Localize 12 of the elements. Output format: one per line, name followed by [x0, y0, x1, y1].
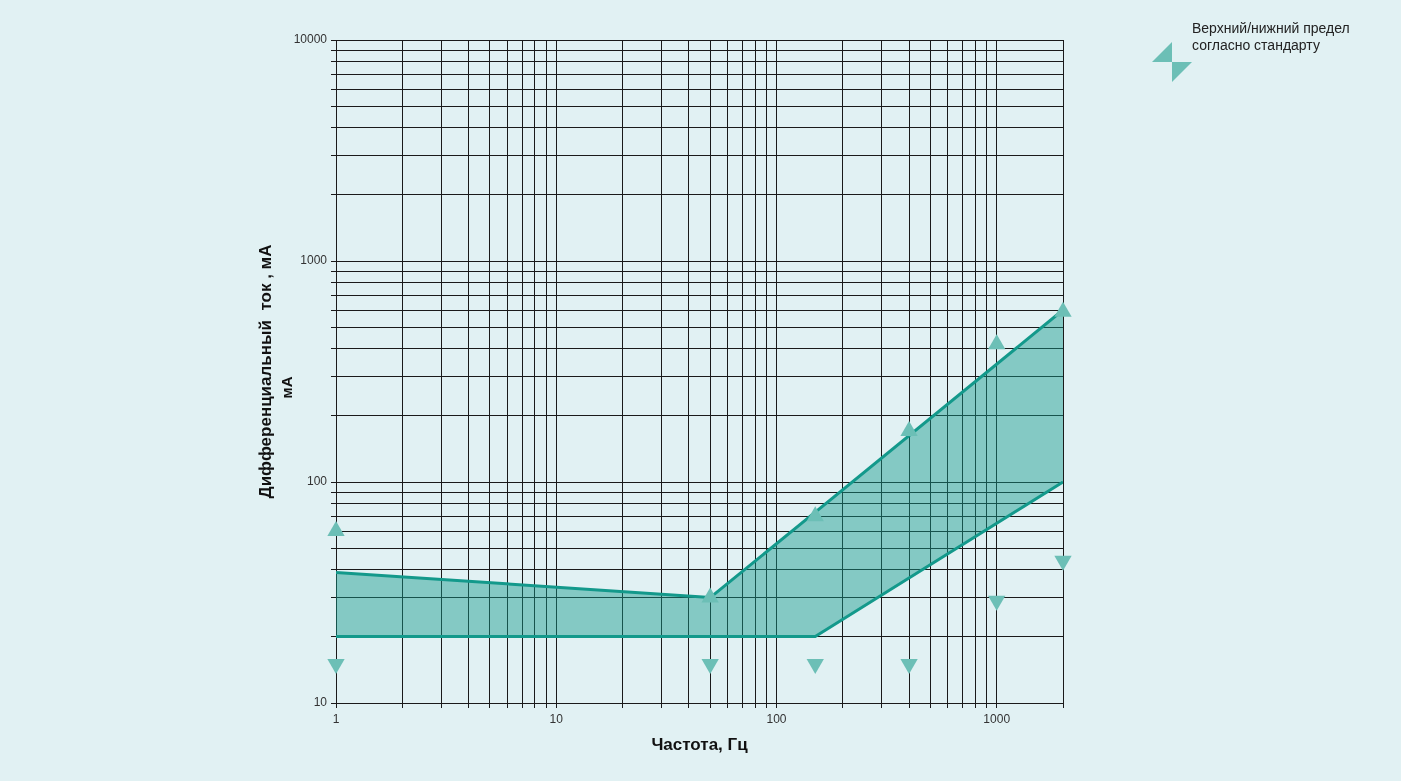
- text: Верхний/нижний предел согласно стандарту: [1192, 20, 1351, 54]
- y-axis-title: Дифференциальный ток , мА: [255, 244, 275, 499]
- y-tick-label: 10000: [293, 32, 328, 47]
- x-tick-label: 100: [766, 711, 787, 726]
- y-tick-label: 1000: [300, 253, 328, 268]
- x-axis-title: Частота, Гц: [651, 734, 749, 754]
- x-tick-label: 1: [332, 711, 340, 726]
- y-tick-label: 10: [313, 695, 328, 710]
- x-tick-label: 1000: [983, 711, 1011, 726]
- y-tick-label: 100: [306, 474, 328, 489]
- text: мА: [278, 376, 296, 399]
- x-tick-label: 10: [549, 711, 564, 726]
